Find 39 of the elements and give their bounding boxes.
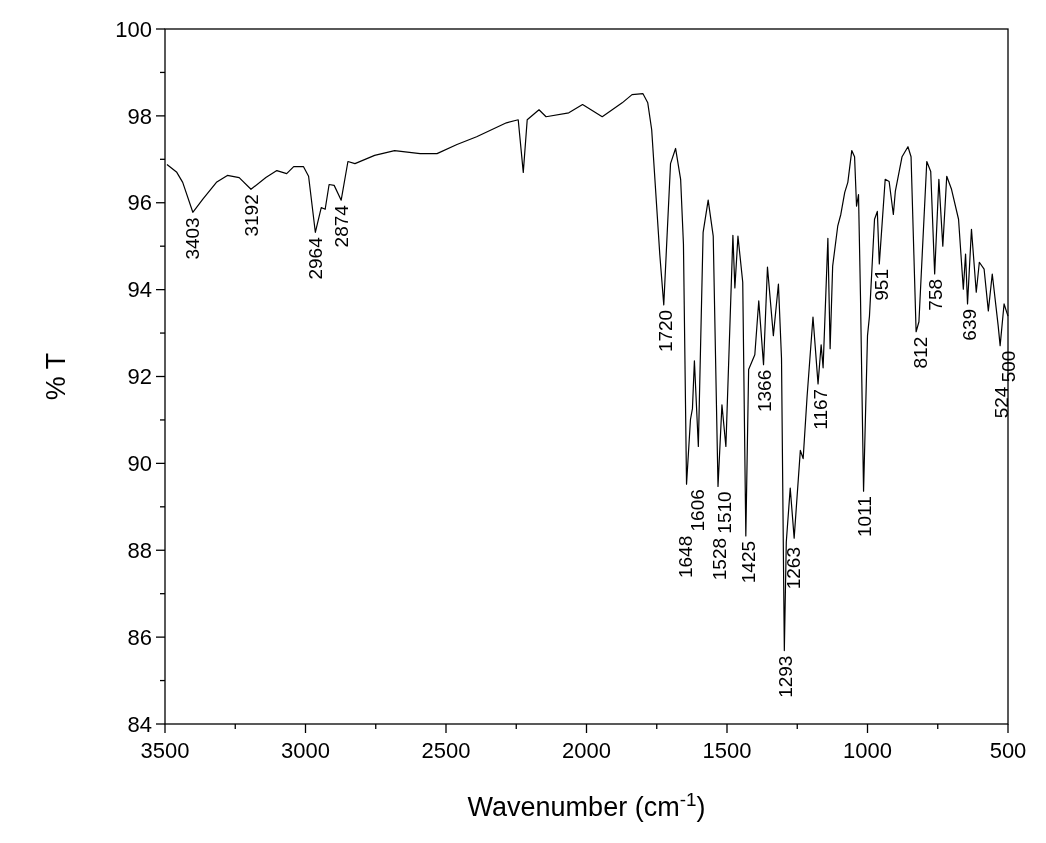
y-tick-label: 88	[127, 537, 152, 563]
annotation: 2874	[330, 204, 352, 248]
annotation: 1425	[737, 540, 759, 584]
y-tick-label: 92	[127, 364, 152, 390]
x-axis-title: Wavenumber (cm$^{-1}$)	[467, 788, 706, 822]
annotation: 1510	[713, 491, 735, 534]
y-axis-title: % T	[41, 352, 71, 401]
annotation: 951	[870, 269, 892, 301]
annotation: 3403	[181, 217, 203, 260]
annotation: 1263	[783, 547, 805, 590]
annotation: 500	[997, 350, 1019, 383]
annotation: 1606	[686, 489, 708, 532]
y-tick-label: 90	[127, 451, 152, 477]
y-tick-label: 94	[127, 277, 152, 303]
annotation: 812	[909, 336, 931, 369]
annotation: 758	[925, 278, 947, 311]
annotation: 1011	[854, 496, 876, 538]
x-tick-label: 3000	[281, 738, 330, 763]
y-tick-label: 96	[127, 190, 152, 216]
x-tick-label: 2000	[562, 738, 611, 763]
x-tick-label: 1500	[702, 738, 752, 763]
x-tick-label: 3500	[140, 738, 190, 763]
x-tick-label: 2500	[421, 738, 471, 763]
annotation: 1720	[654, 309, 676, 353]
annotation: 1528	[708, 537, 730, 581]
annotation: 1167	[810, 388, 832, 430]
y-tick-label: 86	[127, 624, 152, 650]
y-tick-label: 84	[127, 711, 152, 737]
annotation: 2964	[305, 236, 327, 280]
annotation: 1366	[754, 369, 776, 413]
annotation: 639	[958, 308, 980, 341]
y-tick-label: 100	[115, 16, 152, 42]
annotation: 524	[990, 386, 1012, 419]
annotation: 3192	[241, 194, 263, 237]
y-tick-label: 98	[127, 103, 152, 129]
annotation: 1293	[774, 655, 796, 698]
x-tick-label: 500	[989, 738, 1027, 763]
annotation: 1648	[675, 535, 697, 579]
x-tick-label: 1000	[843, 738, 892, 763]
